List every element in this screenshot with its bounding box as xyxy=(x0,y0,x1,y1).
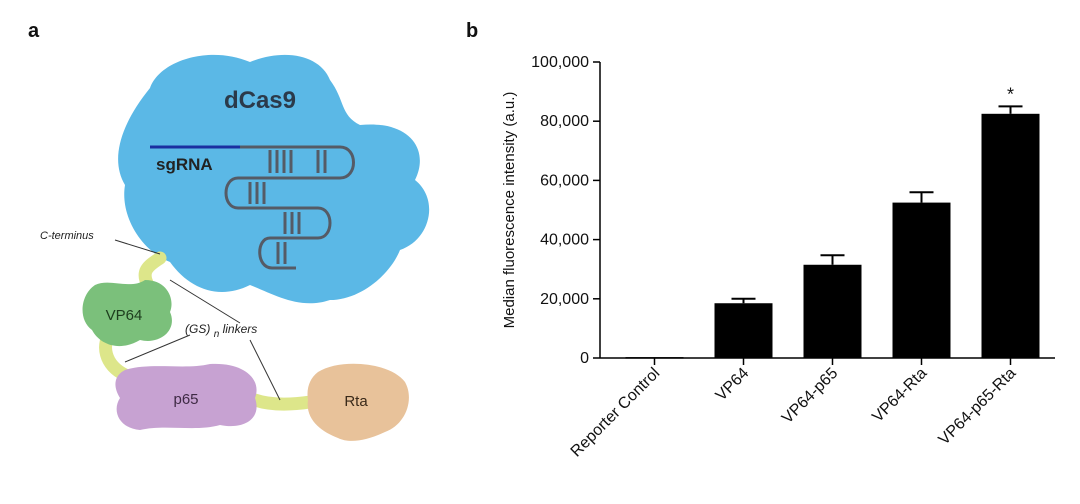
vp64-domain xyxy=(82,280,172,347)
panel-a-letter: a xyxy=(28,20,40,42)
c-terminus-label: C-terminus xyxy=(40,230,94,242)
x-tick-label: Reporter Control xyxy=(568,365,664,461)
sgrna-hairpin-marks xyxy=(248,150,327,264)
bar xyxy=(714,303,773,358)
x-tick-label: VP64-p65-Rta xyxy=(936,365,1020,449)
p65-domain xyxy=(115,363,257,430)
panel-b-letter: b xyxy=(466,20,479,42)
bar xyxy=(892,202,951,358)
fluorescence-bar-chart: 0 20,000 40,000 60,000 80,000 100,000 Median f… xyxy=(501,54,1055,460)
c-terminus-pointer xyxy=(114,239,161,255)
linkers-prefix: (GS) xyxy=(185,322,210,336)
vp64-label: VP64 xyxy=(106,307,143,324)
y-axis-label: Median fluorescence intensity (a.u.) xyxy=(501,92,518,329)
bar xyxy=(625,357,684,359)
linkers-suffix: linkers xyxy=(223,322,258,336)
x-tick-label: VP64 xyxy=(713,365,753,405)
linkers-label: (GS) n linkers xyxy=(185,322,257,340)
significance-marker: * xyxy=(1007,84,1014,104)
bar xyxy=(803,264,862,358)
rta-domain xyxy=(307,363,409,441)
y-tick-label: 20,000 xyxy=(540,291,589,308)
dcas9-schematic: dCas9 sgRNA VP64 p65 Rta C-terminus (GS)… xyxy=(40,54,430,441)
y-tick-label: 100,000 xyxy=(531,54,589,71)
p65-label: p65 xyxy=(173,391,198,408)
sgrna-label: sgRNA xyxy=(156,155,213,174)
linker-pointers xyxy=(124,279,281,401)
bar xyxy=(981,113,1040,358)
rta-label: Rta xyxy=(344,393,368,410)
y-tick-label: 0 xyxy=(580,350,589,367)
y-tick-label: 80,000 xyxy=(540,113,589,130)
chart-layer: 0 20,000 40,000 60,000 80,000 100,000 Median f… xyxy=(501,54,1055,460)
dcas9-label: dCas9 xyxy=(224,87,296,114)
x-tick-label: VP64-Rta xyxy=(869,365,930,426)
sgrna-scaffold xyxy=(224,145,355,270)
svg-text:(GS) n linkers: (GS) n linkers xyxy=(185,322,257,340)
y-tick-label: 60,000 xyxy=(540,172,589,189)
y-tick-label: 40,000 xyxy=(540,232,589,249)
linkers-subscript: n xyxy=(214,329,220,340)
x-tick-label: VP64-p65 xyxy=(779,365,841,427)
